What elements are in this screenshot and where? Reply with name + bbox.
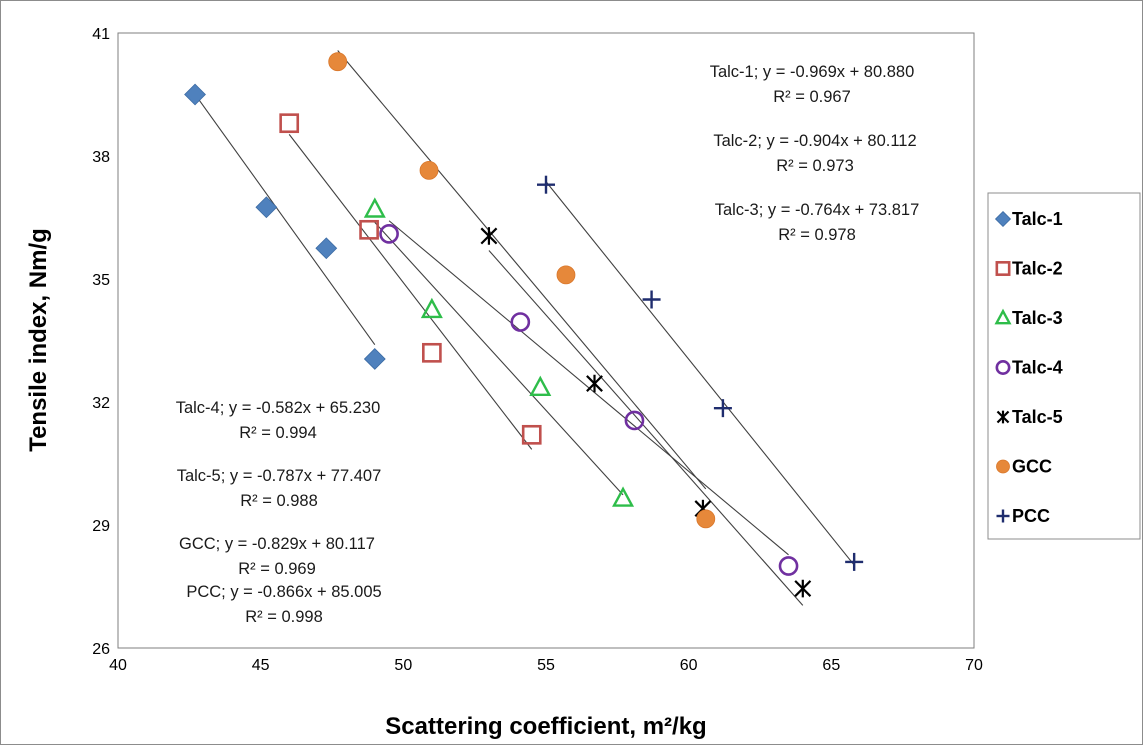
legend-label-talc-3: Talc-3 (1012, 308, 1063, 328)
plot-border (117, 32, 975, 649)
legend-label-gcc: GCC (1012, 457, 1052, 477)
point-talc-1-1 (184, 83, 206, 106)
trendline-talc-5 (488, 250, 804, 606)
point-talc-1-4 (363, 348, 386, 370)
point-talc-3-4 (612, 486, 635, 507)
point-gcc-4 (696, 509, 716, 529)
y-tick-label: 29 (92, 518, 110, 535)
legend-marker-talc-2 (995, 261, 1011, 276)
equation-gcc: GCC; y = -0.829x + 80.117 (179, 535, 375, 553)
y-axis-title: Tensile index, Nm/g (25, 228, 52, 452)
legend-label-talc-2: Talc-2 (1012, 259, 1063, 279)
point-gcc-3 (556, 265, 576, 285)
equation-talc-1: Talc-1; y = -0.969x + 80.880 (710, 63, 915, 81)
point-talc-4-1 (379, 224, 399, 244)
legend-label-talc-5: Talc-5 (1012, 407, 1063, 427)
x-axis-title: Scattering coefficient, m²/kg (385, 713, 706, 740)
r-squared-talc-3: R² = 0.978 (778, 226, 856, 244)
point-talc-1-3 (315, 237, 338, 260)
legend: Talc-1 Talc-2 Talc-3 Talc-4 Talc-5 GCC PCC (987, 192, 1141, 540)
r-squared-talc-5: R² = 0.988 (240, 492, 318, 510)
trendline-talc-2 (288, 134, 533, 450)
trendline-talc-3 (374, 222, 624, 496)
legend-marker-gcc (996, 459, 1010, 474)
equation-talc-2: Talc-2; y = -0.904x + 80.112 (713, 132, 916, 150)
point-talc-4-2 (510, 312, 531, 332)
legend-item-talc-2: Talc-2 (995, 259, 1063, 279)
point-talc-3-3 (529, 375, 552, 397)
equation-pcc: PCC; y = -0.866x + 85.005 (186, 583, 381, 601)
legend-label-pcc: PCC (1012, 506, 1050, 526)
x-tick-label: 55 (537, 657, 555, 674)
point-talc-4-3 (624, 410, 645, 431)
r-squared-talc-1: R² = 0.967 (773, 88, 851, 106)
point-talc-2-2 (359, 219, 379, 240)
legend-item-gcc: GCC (996, 457, 1052, 477)
y-axis-ticks: 26 29 32 35 38 41 (92, 26, 110, 658)
legend-marker-pcc (996, 509, 1010, 523)
equation-talc-4: Talc-4; y = -0.582x + 65.230 (176, 399, 381, 417)
legend-box (987, 192, 1141, 540)
legend-item-talc-4: Talc-4 (995, 358, 1063, 378)
legend-marker-talc-4 (995, 360, 1011, 375)
data-markers (184, 52, 864, 598)
legend-label-talc-1: Talc-1 (1012, 209, 1063, 229)
legend-item-pcc: PCC (996, 506, 1050, 526)
legend-label-talc-4: Talc-4 (1012, 358, 1063, 378)
point-pcc-4 (845, 552, 864, 571)
point-talc-3-2 (420, 297, 443, 319)
r-squared-gcc: R² = 0.969 (238, 560, 316, 578)
trendline-equations: Talc-1; y = -0.969x + 80.880 R² = 0.967 Ta… (176, 63, 920, 626)
legend-marker-talc-3 (994, 308, 1012, 325)
point-talc-2-1 (279, 113, 300, 134)
equation-talc-5: Talc-5; y = -0.787x + 77.407 (177, 467, 382, 485)
point-talc-5-1 (480, 227, 498, 245)
trendlines (194, 50, 855, 606)
legend-item-talc-3: Talc-3 (994, 308, 1063, 328)
point-talc-5-4 (794, 579, 812, 598)
point-pcc-2 (642, 290, 661, 309)
legend-item-talc-5: Talc-5 (996, 407, 1063, 427)
point-pcc-3 (713, 399, 732, 418)
y-tick-label: 32 (92, 395, 110, 412)
r-squared-pcc: R² = 0.998 (245, 608, 323, 626)
x-tick-label: 40 (109, 657, 127, 674)
y-tick-label: 38 (92, 149, 110, 166)
x-tick-label: 45 (252, 657, 270, 674)
plot-area (117, 32, 975, 649)
point-talc-2-4 (521, 424, 542, 445)
legend-marker-talc-1 (994, 210, 1012, 228)
y-tick-label: 41 (92, 26, 110, 43)
legend-item-talc-1: Talc-1 (994, 209, 1063, 229)
x-tick-label: 60 (680, 657, 698, 674)
x-tick-label: 65 (822, 657, 840, 674)
point-talc-3-1 (363, 197, 386, 218)
r-squared-talc-2: R² = 0.973 (776, 157, 854, 175)
trendline-gcc (337, 50, 707, 490)
trendline-talc-1 (194, 94, 376, 345)
x-tick-label: 50 (394, 657, 412, 674)
x-axis-ticks: 40 45 50 55 60 65 70 (109, 657, 983, 674)
point-talc-2-3 (422, 342, 442, 363)
point-talc-5-2 (586, 374, 603, 393)
legend-marker-talc-5 (996, 410, 1010, 424)
y-tick-label: 26 (92, 641, 110, 658)
point-talc-4-4 (778, 556, 799, 576)
point-gcc-2 (419, 160, 439, 180)
point-gcc-1 (328, 52, 348, 72)
point-pcc-1 (537, 175, 555, 194)
r-squared-talc-4: R² = 0.994 (239, 424, 317, 442)
equation-talc-3: Talc-3; y = -0.764x + 73.817 (715, 201, 920, 219)
trendline-pcc (545, 181, 855, 566)
x-tick-label: 70 (965, 657, 983, 674)
y-tick-label: 35 (92, 272, 110, 289)
point-talc-1-2 (255, 196, 278, 219)
